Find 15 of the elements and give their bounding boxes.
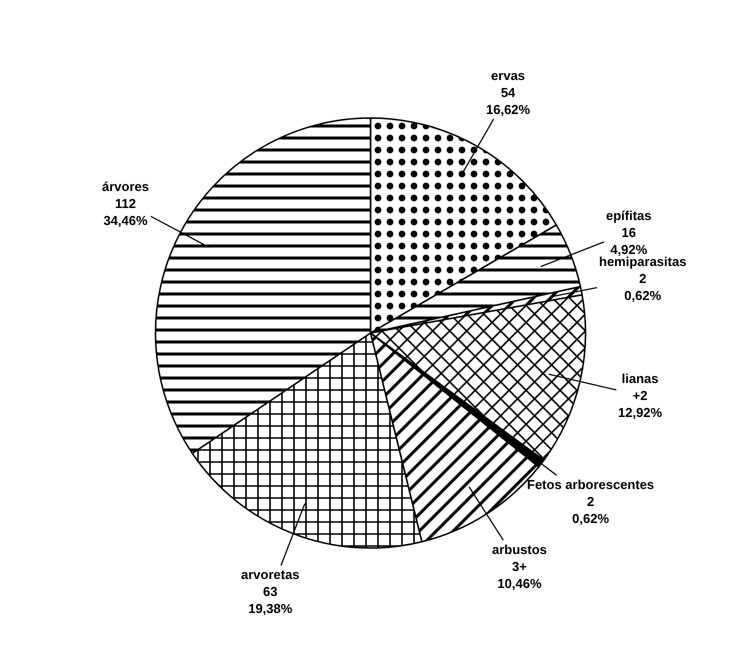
data-label: 3+ 10,46% [497, 558, 542, 591]
slice-label: árvores [102, 179, 149, 194]
slice-label: ervas [491, 68, 526, 83]
data-label: 63 19,38% [248, 584, 293, 616]
slice-label: epífitas [606, 208, 652, 223]
data-label: 54 16,62% [486, 84, 531, 117]
data-label: +2 12,92% [618, 388, 663, 420]
data-label: 2 0,62% [572, 494, 610, 526]
data-label: 2 0,62% [624, 270, 662, 303]
slice-label: lianas [622, 371, 658, 386]
slice-label: arbustos [492, 542, 547, 557]
slice-label: Fetos arborescentes [527, 477, 654, 492]
data-label: 16 4,92% [610, 224, 648, 257]
slice-label: arvoretas [241, 567, 300, 582]
data-label: 112 34,46% [103, 196, 148, 228]
